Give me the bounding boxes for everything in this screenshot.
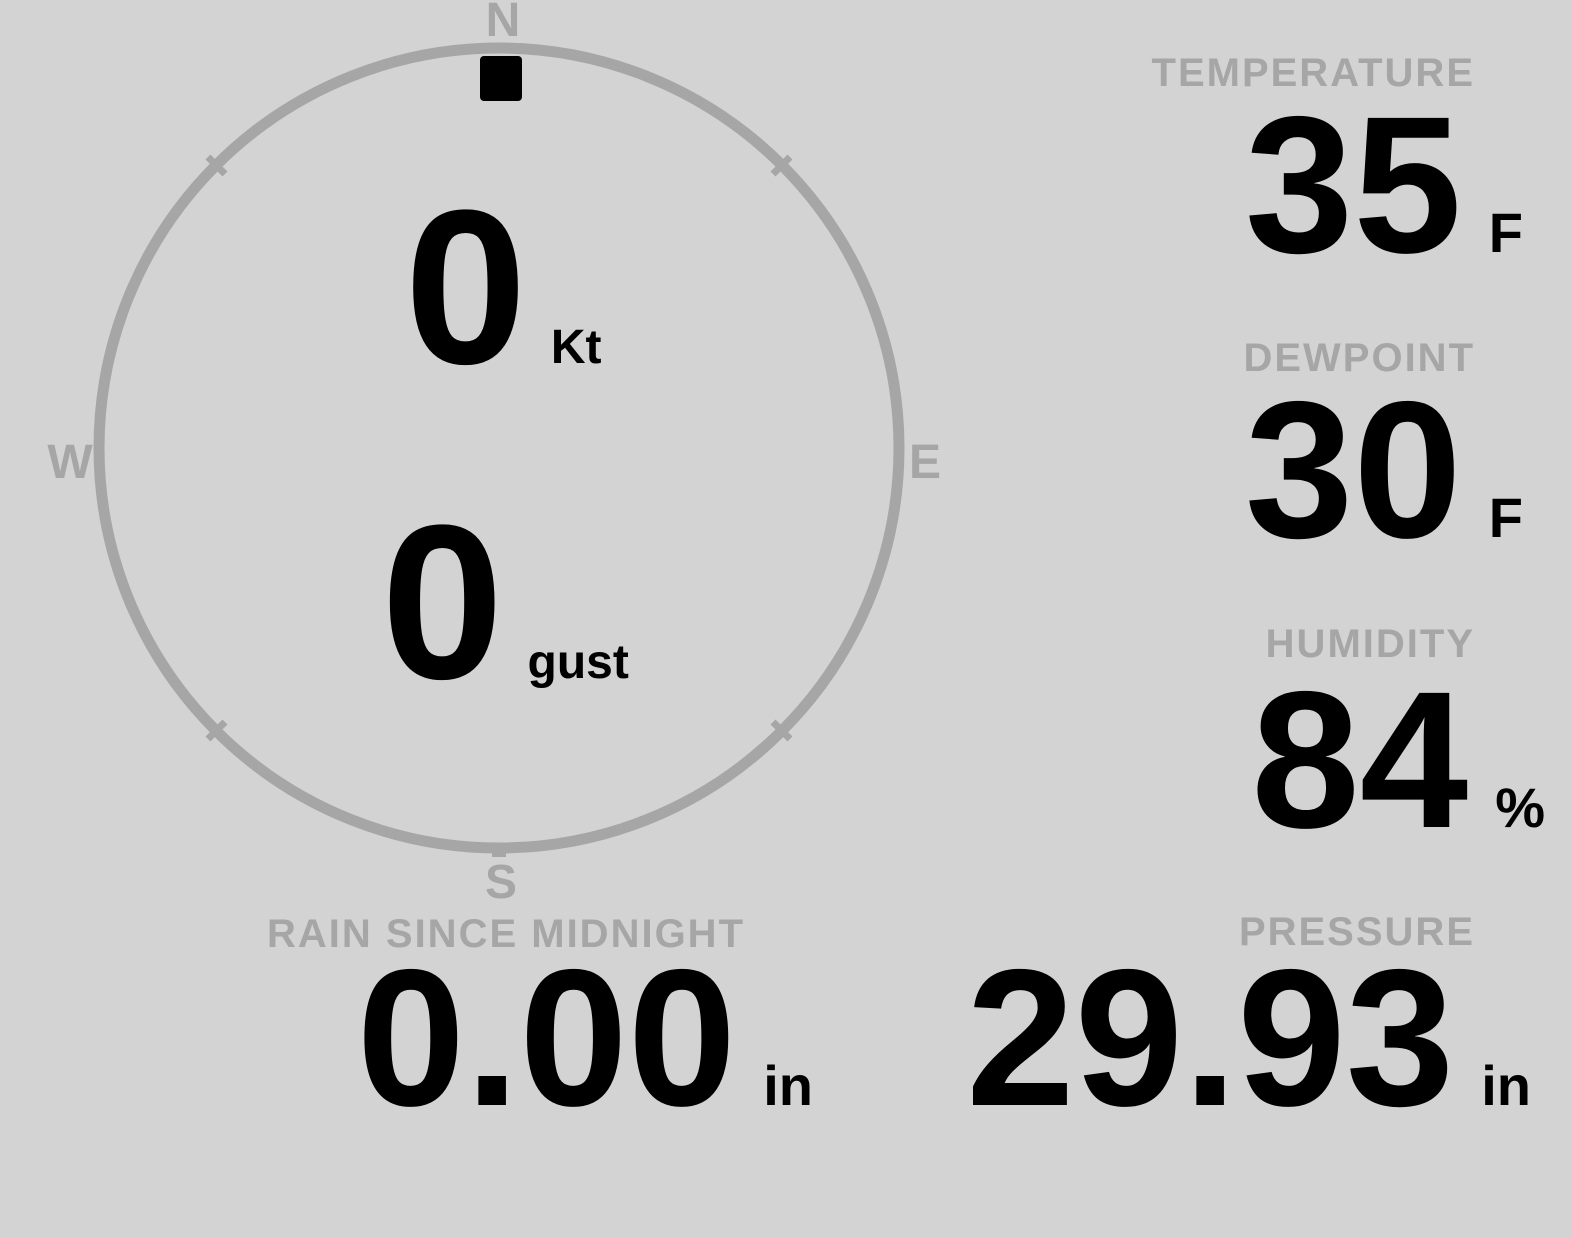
wind-direction-marker-rotor	[480, 56, 522, 101]
dewpoint-value: 30	[1244, 361, 1462, 579]
compass-tick-nw	[205, 154, 228, 177]
dewpoint-label: DEWPOINT	[1243, 336, 1475, 380]
humidity-unit: %	[1495, 776, 1545, 839]
temperature-label: TEMPERATURE	[1151, 51, 1475, 95]
rain-since-midnight-unit: in	[763, 1054, 813, 1117]
pressure-value: 29.93	[966, 929, 1455, 1147]
dewpoint-unit: F	[1488, 486, 1523, 549]
pressure-label: PRESSURE	[1238, 910, 1475, 954]
compass-label-east: E	[908, 436, 942, 489]
wind-speed: 0 Kt	[404, 177, 601, 397]
rain-since-midnight-reading: 0.00 in	[357, 941, 813, 1136]
wind-compass	[93, 42, 905, 857]
wind-gust-value: 0	[381, 479, 504, 725]
wind-speed-value: 0	[404, 164, 527, 410]
compass-tick-ne	[770, 154, 793, 177]
compass-tick-sw	[205, 719, 228, 742]
wind-speed-unit: Kt	[550, 321, 602, 374]
compass-tick-se	[770, 719, 793, 742]
wind-gust: 0 gust	[381, 492, 629, 712]
pressure-reading: 29.93 in	[966, 941, 1531, 1136]
wind-direction-marker	[480, 56, 522, 101]
temperature-value: 35	[1244, 76, 1462, 294]
rain-since-midnight-value: 0.00	[356, 929, 737, 1147]
dewpoint-reading: 30 F	[1245, 373, 1523, 568]
rain-since-midnight-label: RAIN SINCE MIDNIGHT	[267, 912, 745, 956]
pressure-unit: in	[1481, 1054, 1531, 1117]
temperature-reading: 35 F	[1245, 88, 1523, 283]
humidity-value: 84	[1251, 651, 1469, 869]
humidity-label: HUMIDITY	[1265, 622, 1475, 666]
compass-label-west: W	[47, 436, 93, 489]
compass-label-north: N	[485, 0, 521, 47]
wind-gust-unit: gust	[527, 636, 629, 689]
temperature-unit: F	[1488, 201, 1523, 264]
compass-label-south: S	[484, 856, 518, 909]
humidity-reading: 84 %	[1251, 663, 1545, 858]
